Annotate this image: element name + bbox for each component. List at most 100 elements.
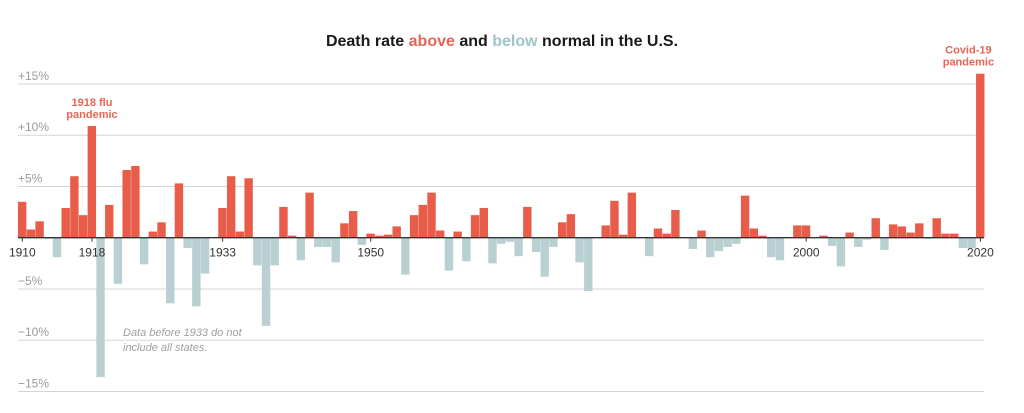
bar-2000 [801,225,811,238]
bar-1940 [279,206,288,238]
bar-2007 [862,237,872,240]
bar-1999 [793,225,802,238]
bar-1935 [235,231,245,238]
bar-1938 [261,237,271,326]
bar-1978 [610,200,619,238]
bar-1968 [523,206,532,238]
chart-title: Death rate above and below normal in the… [0,33,1004,51]
bar-1988 [697,230,706,238]
bar-1969 [531,237,541,253]
bar-1944 [314,237,323,247]
annotation-1918: 1918 flu [71,97,112,109]
y-tick-label: +5% [18,171,43,185]
bar-1914 [52,237,62,258]
x-tick-label: 2020 [967,246,994,260]
bar-1966 [505,237,515,242]
bar-1947 [340,223,349,238]
bar-1945 [322,237,332,247]
bar-1958 [436,230,445,238]
bar-1937 [253,237,262,266]
bar-1930 [192,237,201,307]
bar-1979 [618,234,628,238]
bar-1977 [601,225,610,238]
bar-1923 [131,165,140,238]
bar-1959 [444,237,454,271]
bar-1946 [331,237,340,263]
bar-1941 [287,235,297,238]
bar-1925 [148,231,158,238]
x-tick-label: 1918 [79,246,106,260]
y-tick-label: +10% [18,120,49,134]
bar-2011 [897,226,907,238]
x-tick-label: 1933 [209,246,236,260]
bar-1989 [706,237,715,258]
bar-1994 [749,228,758,238]
bar-1985 [671,210,680,238]
bar-1965 [497,237,506,244]
y-tick-label: −10% [18,325,49,339]
bar-2013 [915,223,924,238]
bar-1953 [392,226,401,238]
bar-1972 [557,222,567,238]
bar-1917 [78,215,88,238]
bar-2010 [888,224,898,238]
bar-2006 [854,237,863,247]
bar-1922 [122,170,131,238]
x-tick-label: 1910 [9,246,36,260]
bar-1950 [366,233,375,238]
y-tick-label: −5% [18,274,43,288]
bar-1936 [244,178,253,238]
bar-1967 [514,237,523,257]
bar-1919 [96,237,105,378]
bar-1943 [305,192,314,238]
bar-1912 [35,221,44,238]
title-middle: and [454,33,493,50]
bar-1962 [470,215,480,238]
bar-1931 [200,237,210,274]
bar-1993 [740,195,750,238]
bar-1948 [348,211,358,238]
title-suffix: normal in the U.S. [537,33,679,50]
bar-1956 [418,204,428,238]
bar-1982 [645,237,654,257]
bar-1997 [775,237,785,261]
bar-1963 [479,207,488,238]
annotation-1918: pandemic [66,109,117,121]
bar-2015 [932,218,941,238]
bar-1911 [26,229,36,238]
title-prefix: Death rate [325,33,409,50]
y-tick-label: −15% [18,376,49,390]
bar-2017 [949,233,959,238]
bar-1949 [357,237,367,245]
x-tick-label: 2000 [793,246,820,260]
bar-1987 [688,237,698,249]
bar-1933 [218,207,227,238]
bar-2005 [845,232,854,238]
y-tick-label: +15% [18,69,49,83]
bar-1954 [401,237,410,275]
bar-2018 [958,237,968,248]
bar-2008 [871,218,880,238]
bar-1983 [653,228,663,238]
bar-1910 [17,201,27,238]
bar-1960 [453,231,462,238]
bar-1915 [61,207,70,238]
bar-1973 [566,214,576,238]
bar-1942 [296,237,306,261]
bar-1939 [270,237,279,266]
bar-2016 [941,233,950,238]
bar-2004 [836,237,846,267]
bar-1975 [584,237,593,291]
bar-1990 [714,237,724,252]
bar-2003 [827,237,837,246]
bar-1927 [166,237,175,304]
bar-1916 [70,176,79,238]
bar-1991 [723,237,732,247]
bar-1951 [375,235,384,238]
bar-2002 [819,235,828,238]
bar-1934 [226,176,236,238]
bar-1921 [113,237,123,284]
bar-1952 [383,234,393,238]
